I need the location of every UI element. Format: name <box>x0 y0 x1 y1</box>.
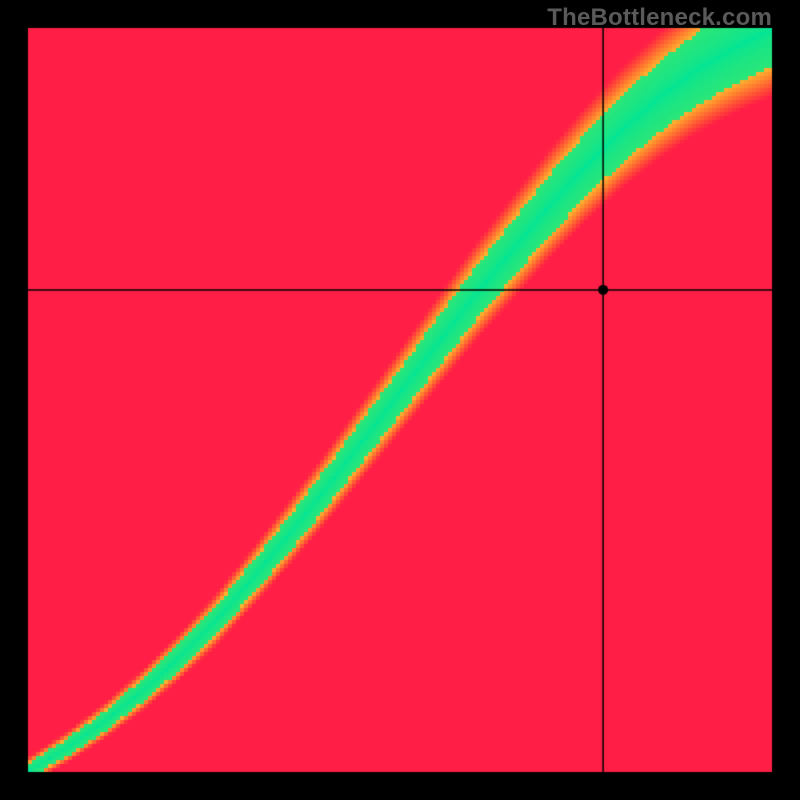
chart-container: TheBottleneck.com <box>0 0 800 800</box>
bottleneck-heatmap <box>0 0 800 800</box>
watermark-text: TheBottleneck.com <box>547 4 772 32</box>
